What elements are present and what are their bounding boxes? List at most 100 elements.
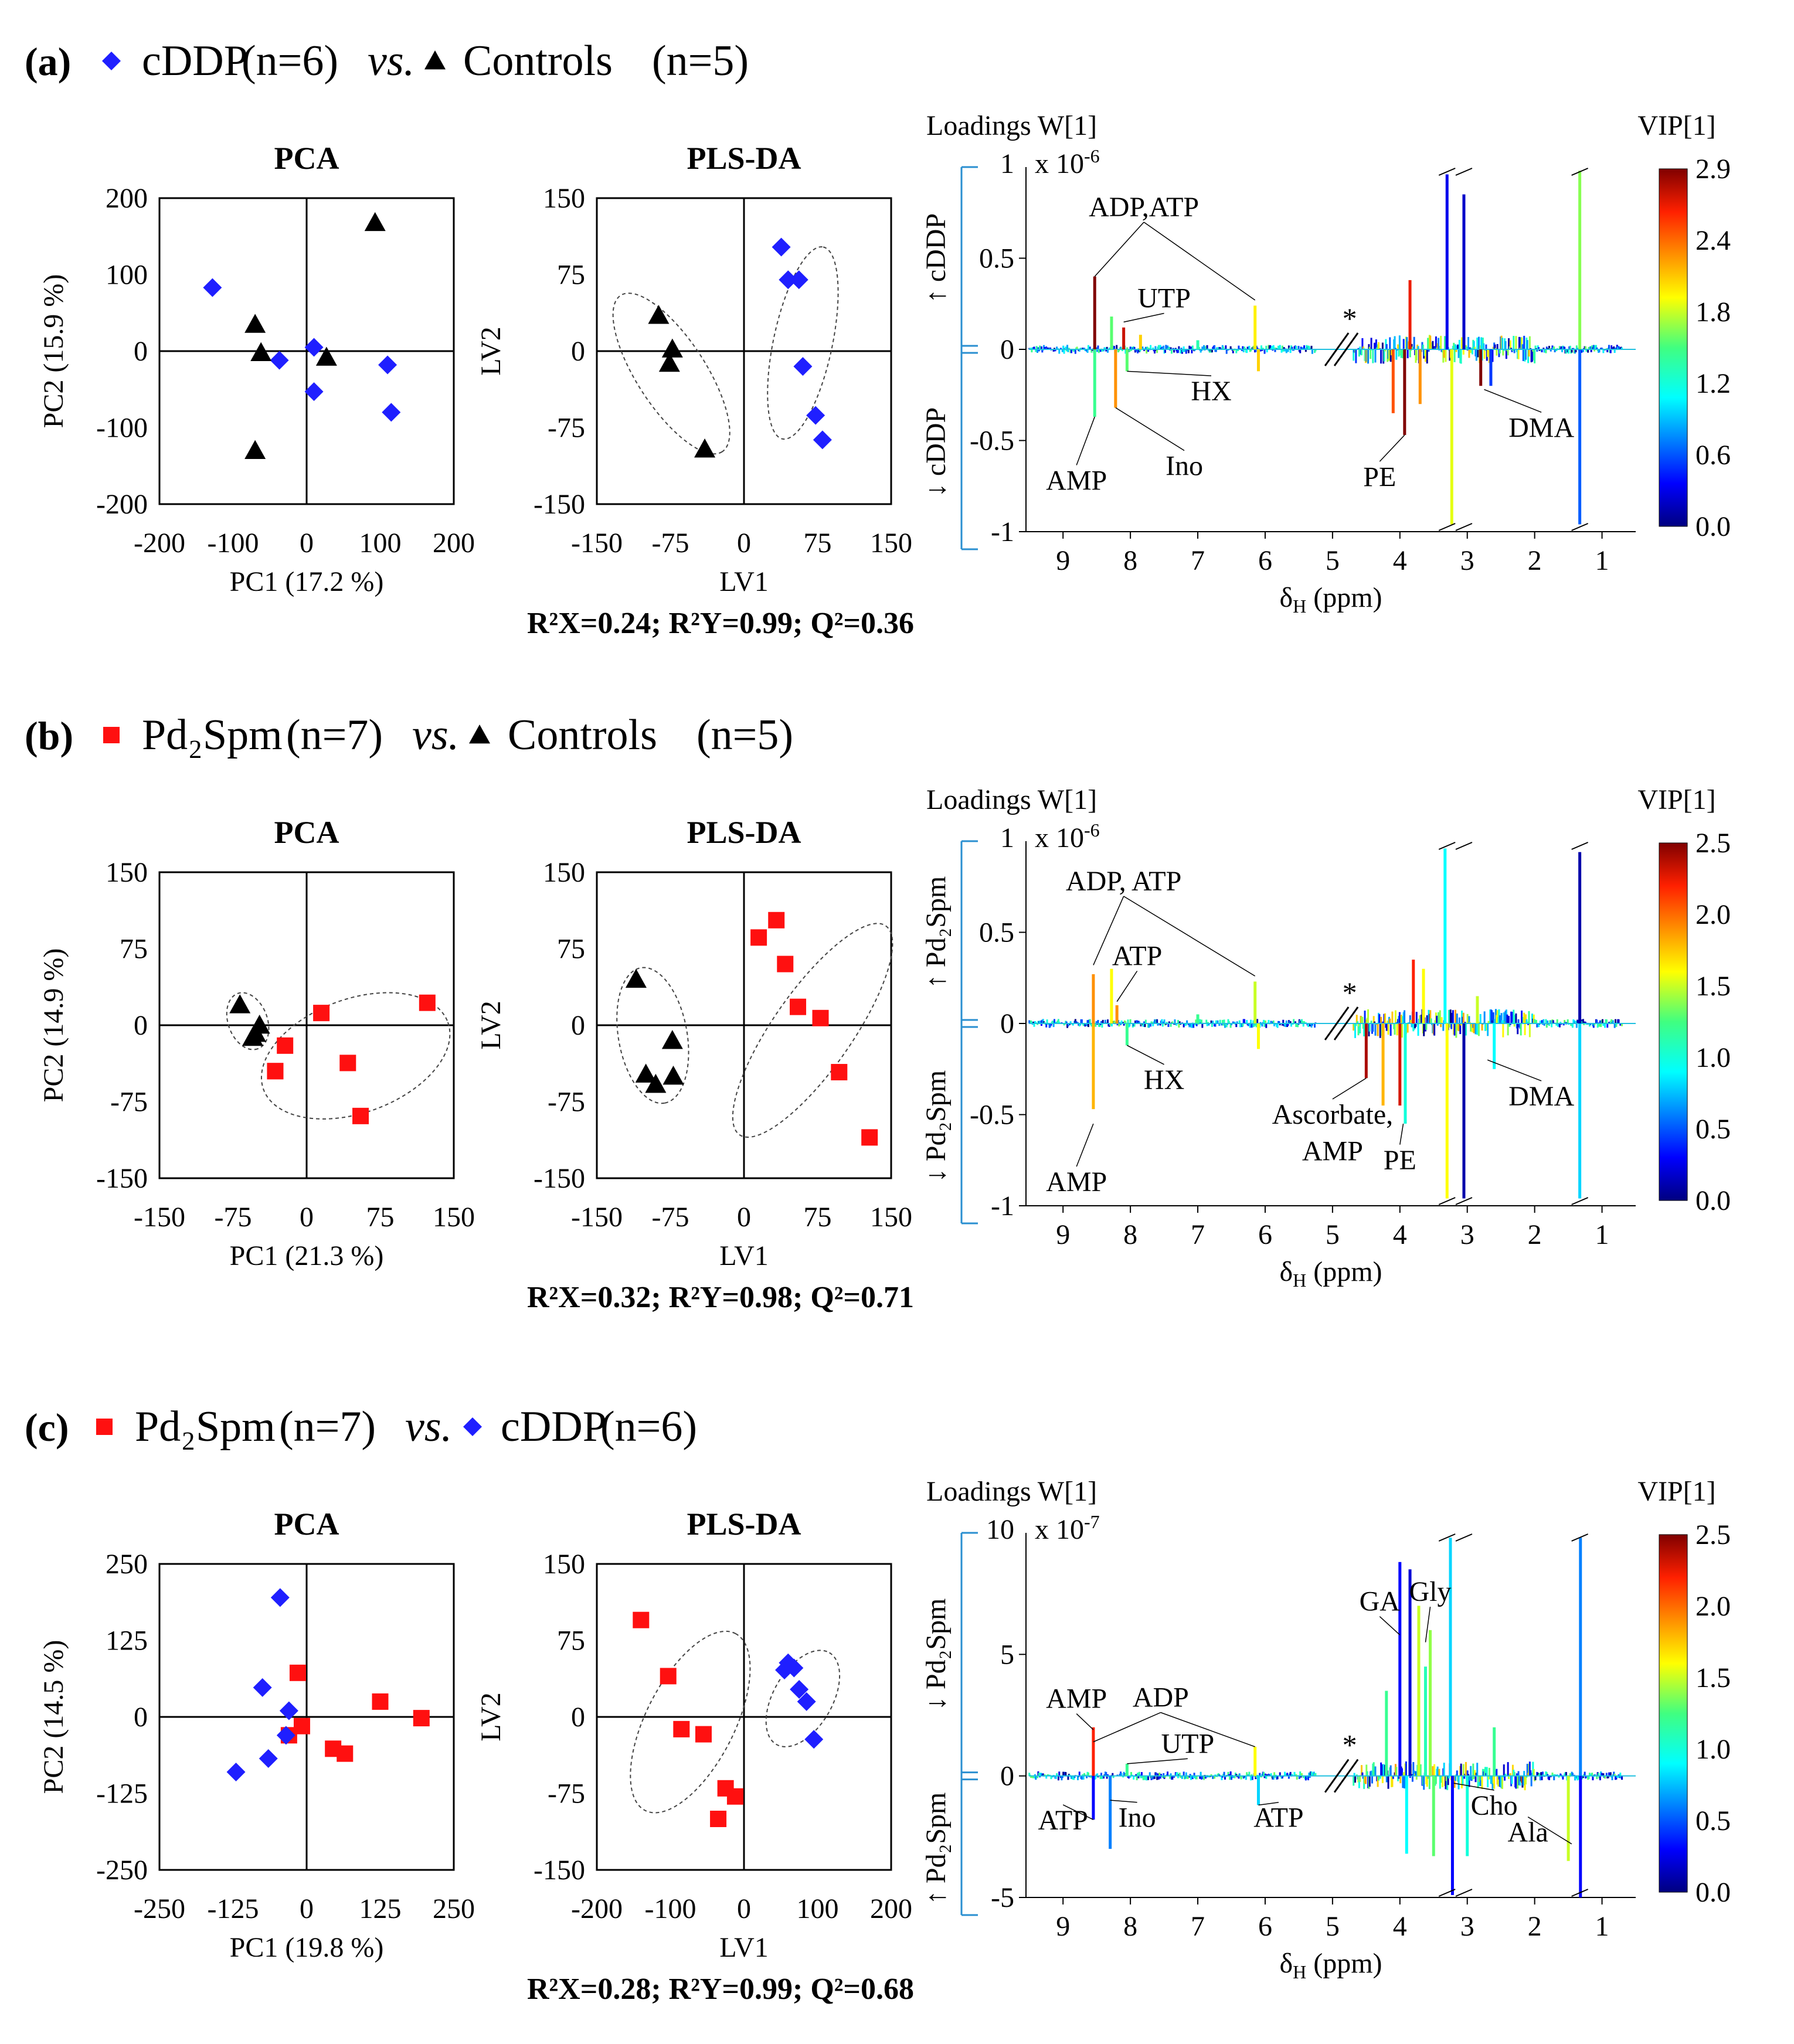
annotation-leader: [1258, 1802, 1279, 1806]
peak-annotation: UTP: [1161, 1728, 1214, 1759]
stat-separator: ;: [651, 607, 668, 640]
vip-tick-label: 2.0: [1696, 1591, 1731, 1622]
y-tick-label: 100: [106, 260, 148, 291]
y-tick-label: 0: [571, 1702, 585, 1733]
diamond-marker: [382, 403, 401, 422]
annotation-leader: [1453, 1783, 1494, 1791]
diamond-marker: [789, 270, 808, 290]
stat-r2y: 0.99: [739, 607, 793, 640]
loadings-x-tick-label: 3: [1460, 1911, 1474, 1942]
diamond-marker: [279, 1701, 298, 1720]
scale-exp: -7: [1084, 1511, 1100, 1532]
triangle-marker: [658, 352, 680, 372]
plsda-xlabel: LV1: [719, 566, 769, 597]
annotation-leader: [1399, 1123, 1404, 1145]
stat-r2x: 0.32: [597, 1281, 651, 1314]
group2-name: Controls: [463, 37, 613, 85]
plsda-ylabel: LV2: [475, 1692, 507, 1742]
x-tick-label: 150: [870, 1202, 912, 1233]
x-tick-label: -150: [571, 528, 623, 559]
pca-ylabel: PC2 (14.5 %): [38, 1640, 69, 1794]
annotation-leader: [1076, 416, 1095, 465]
x-tick-label: 100: [797, 1893, 839, 1924]
diamond-marker: [226, 1762, 246, 1781]
vip-tick-label: 1.5: [1696, 971, 1731, 1002]
diamond-marker: [304, 382, 324, 402]
peak-annotation: PE: [1384, 1145, 1416, 1176]
peak-break-mark: [1455, 1889, 1473, 1897]
xlabel-unit: (ppm): [1306, 1256, 1382, 1287]
stat-r2x_label: R²X=: [527, 1281, 597, 1314]
xlabel-main: δ: [1279, 1948, 1293, 1979]
peak-annotation: HX: [1144, 1064, 1184, 1096]
y-tick-label: 0: [134, 1010, 148, 1041]
square-marker: [267, 1063, 284, 1080]
up-direction-label: ↑ Pd₂Spm: [920, 876, 952, 988]
y-tick-label: 0: [571, 336, 585, 367]
stat-r2x_label: R²X=: [527, 1972, 597, 2006]
x-tick-label: -150: [571, 1202, 623, 1233]
loadings-xlabel: δH (ppm): [1279, 582, 1382, 617]
x-tick-label: -200: [134, 528, 185, 559]
y-tick-label: 125: [106, 1625, 148, 1657]
vip-tick-label: 0.0: [1696, 1185, 1731, 1216]
group1-name: cDDP: [142, 37, 248, 85]
axis-break-line: [1333, 1759, 1359, 1793]
triangle-marker: [635, 1063, 657, 1083]
y-tick-label: 75: [557, 1625, 585, 1657]
panel-label: (c): [25, 1405, 69, 1450]
loadings-x-tick-label: 7: [1191, 1911, 1205, 1942]
group2-n: (n=5): [652, 37, 749, 85]
pca-title: PCA: [274, 1506, 339, 1542]
loadings-x-tick-label: 6: [1258, 1219, 1272, 1250]
scale-base: x 10: [1035, 1514, 1084, 1545]
pca-xlabel: PC1 (21.3 %): [230, 1240, 384, 1271]
x-tick-label: -200: [571, 1893, 623, 1924]
triangle-marker: [364, 212, 386, 232]
y-tick-label: 75: [120, 934, 148, 965]
loadings-y-tick-label: 0: [1000, 1008, 1014, 1039]
y-tick-label: 150: [543, 857, 585, 888]
pca-title: PCA: [274, 141, 339, 176]
triangle-marker: [662, 1066, 684, 1085]
scale-exp: -6: [1084, 145, 1100, 166]
xlabel-main: δ: [1279, 582, 1293, 613]
triangle-marker: [229, 994, 251, 1014]
loadings-x-tick-label: 3: [1460, 1219, 1474, 1250]
y-tick-label: -150: [534, 489, 585, 520]
triangle-marker: [424, 50, 446, 70]
square-marker: [103, 727, 120, 743]
y-tick-label: 0: [571, 1010, 585, 1041]
peak-annotation: ADP: [1133, 1682, 1189, 1713]
annotation-leader: [1332, 1077, 1367, 1100]
panel-label: (b): [25, 713, 73, 758]
scale-top-tick: 1: [1000, 148, 1014, 179]
peak-annotation: ADP,ATP: [1089, 192, 1199, 223]
model-stats: R²X=0.24; R²Y=0.99; Q²=0.36: [527, 607, 914, 640]
diamond-marker: [270, 1588, 290, 1607]
vip-colorbar: [1659, 168, 1688, 527]
xlabel-sub: H: [1293, 1961, 1306, 1982]
y-tick-label: 250: [106, 1549, 148, 1580]
x-tick-label: 150: [870, 528, 912, 559]
diamond-marker: [203, 278, 222, 297]
stat-q2_label: Q²=: [810, 1972, 861, 2006]
peak-break-mark: [1571, 1197, 1589, 1205]
x-tick-label: -75: [215, 1202, 252, 1233]
x-tick-label: -150: [134, 1202, 185, 1233]
axis-break-asterisk: *: [1343, 302, 1357, 335]
plsda-ylabel: LV2: [475, 1001, 507, 1050]
stat-r2x: 0.28: [597, 1972, 651, 2006]
peak-annotation: AMP: [1046, 465, 1107, 496]
loadings-x-tick-label: 7: [1191, 545, 1205, 576]
triangle-marker: [469, 725, 490, 744]
loadings-x-tick-label: 9: [1056, 1219, 1070, 1250]
diamond-marker: [259, 1749, 278, 1768]
vip-tick-label: 2.4: [1696, 225, 1731, 256]
y-tick-label: -250: [96, 1855, 148, 1886]
pca-xlabel: PC1 (17.2 %): [230, 566, 384, 597]
peak-annotation: Ino: [1119, 1802, 1156, 1834]
annotation-leader: [1484, 389, 1542, 413]
triangle-marker: [661, 1030, 683, 1049]
